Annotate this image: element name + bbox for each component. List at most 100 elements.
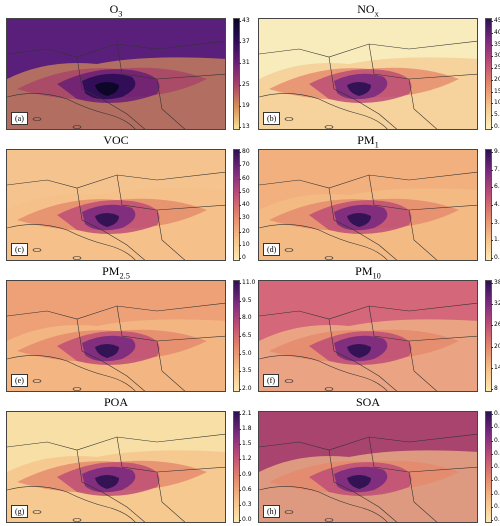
island-outline: [324, 256, 334, 260]
boundary-line: [7, 302, 225, 320]
map-svg: [7, 433, 225, 522]
map-svg: [259, 171, 477, 260]
panel-title: SOA: [258, 395, 478, 410]
colorbar-tick-label: 8: [491, 385, 498, 392]
colorbar-tick-label: 37: [239, 38, 250, 46]
map-panel: O3(a)433731251913ppb: [6, 2, 267, 130]
boundary-line: [328, 187, 398, 260]
colorbar-tick-label: 0.65: [490, 450, 500, 457]
boundary-line: [116, 174, 225, 211]
panel-title-subscript: 2.5: [119, 271, 130, 281]
colorbar-tick-label: 35.0: [490, 41, 500, 48]
panel-title-main: SOA: [355, 395, 380, 409]
island-outline: [72, 387, 82, 391]
colorbar-tick-label: 0.75: [490, 437, 500, 444]
colorbar-tick-label: 0: [239, 254, 246, 261]
island-outline: [32, 510, 42, 514]
concentration-map: (f): [258, 280, 478, 392]
island-outline: [324, 387, 334, 391]
concentration-map: (b): [258, 18, 478, 130]
boundary-line: [328, 56, 398, 129]
colorbar-tick-label: 31: [239, 59, 250, 67]
concentration-map: (a): [6, 18, 226, 130]
concentration-map: (d): [258, 149, 478, 261]
boundary-line: [76, 318, 146, 391]
map-svg: [7, 171, 225, 260]
colorbar-tick-label: 0.95: [490, 411, 500, 417]
concentration-region: [95, 344, 119, 358]
colorbar-ticks: 9.0 7.5 6.0 4.5 3.0 1.5 0.0: [491, 149, 500, 261]
boundary-line: [116, 305, 225, 342]
panel-title-main: VOC: [103, 133, 129, 147]
concentration-region: [347, 82, 371, 96]
colorbar: [485, 18, 492, 130]
map-panel: POA(g)2.11.81.51.20.90.60.30.0µg m-3: [6, 395, 269, 523]
boundary-line: [7, 355, 136, 391]
map-svg: [259, 433, 477, 522]
colorbar-tick-label: 3.5: [239, 367, 252, 375]
boundary-line: [7, 40, 225, 58]
colorbar-tick-label: 0.35: [490, 490, 500, 497]
map-svg: [7, 40, 225, 129]
island-outline: [284, 117, 294, 121]
panel-title: NOx: [258, 2, 478, 18]
panel-title-main: PM: [355, 264, 373, 278]
colorbar-tick-label: 40: [239, 201, 250, 208]
panel-label: (h): [263, 505, 281, 518]
colorbar-tick-label: 45.0: [490, 18, 500, 24]
boundary-line: [328, 318, 398, 391]
boundary-line: [368, 305, 477, 342]
panel-title-main: NO: [357, 2, 375, 16]
panel-label: (b): [263, 112, 281, 125]
colorbar: [233, 18, 240, 130]
boundary-line: [7, 224, 136, 260]
colorbar-tick-label: 8.0: [239, 314, 252, 322]
colorbar-tick-label: 25: [239, 80, 250, 88]
colorbar-tick-label: 0.0: [239, 516, 252, 523]
panel-title-main: PM: [102, 264, 120, 278]
boundary-line: [156, 471, 186, 522]
panel-title: PM2.5: [6, 264, 226, 280]
boundary-line: [259, 40, 477, 58]
colorbar-tick-label: 3.0: [491, 219, 500, 226]
map-panel: VOC(c)80706050403020100ppm: [6, 133, 267, 261]
panel-label: (a): [11, 112, 28, 125]
panel-title-subscript: 10: [372, 271, 381, 281]
boundary-line: [156, 209, 186, 260]
panel-title-subscript: x: [374, 9, 379, 19]
concentration-region: [95, 475, 119, 489]
colorbar: [233, 411, 240, 523]
boundary-line: [408, 209, 438, 260]
boundary-line: [368, 174, 477, 211]
colorbar-ticks: 45.0 40.0 35.0 30.0 25.0 20.0 15.0 10.0 5.0 0.0: [490, 18, 500, 130]
boundary-line: [76, 56, 146, 129]
boundary-line: [259, 302, 477, 320]
colorbar-tick-label: 43: [239, 17, 250, 24]
boundary-line: [7, 433, 225, 451]
colorbar-tick-label: 19: [239, 101, 250, 109]
colorbar-tick-label: 0.0: [491, 255, 500, 261]
island-outline: [72, 256, 82, 260]
island-outline: [32, 248, 42, 252]
boundary-line: [259, 486, 388, 522]
map-panel: NOx (b) 45.0 40.0 35.0 30.0 25.0 20.0 15.0 10.0 5.…: [258, 2, 500, 130]
boundary-line: [408, 78, 438, 129]
panel-title: PM10: [258, 264, 478, 280]
boundary-line: [76, 449, 146, 522]
island-outline: [324, 125, 334, 129]
boundary-line: [156, 340, 186, 391]
colorbar-tick-label: 10: [239, 240, 250, 248]
boundary-line: [7, 171, 225, 189]
boundary-line: [259, 433, 477, 451]
island-outline: [284, 379, 294, 383]
island-outline: [284, 510, 294, 514]
colorbar-tick-label: 26: [491, 321, 500, 329]
colorbar-tick-label: 20: [239, 227, 250, 235]
concentration-map: (g): [6, 411, 226, 523]
colorbar-tick-label: 32: [491, 300, 500, 308]
boundary-line: [368, 436, 477, 473]
colorbar-tick-label: 9.5: [239, 296, 252, 304]
colorbar-tick-label: 6.5: [239, 332, 252, 339]
colorbar-tick-label: 20.0: [490, 76, 500, 83]
colorbar-ticks: 43 37 31 25 19 13: [239, 17, 264, 130]
